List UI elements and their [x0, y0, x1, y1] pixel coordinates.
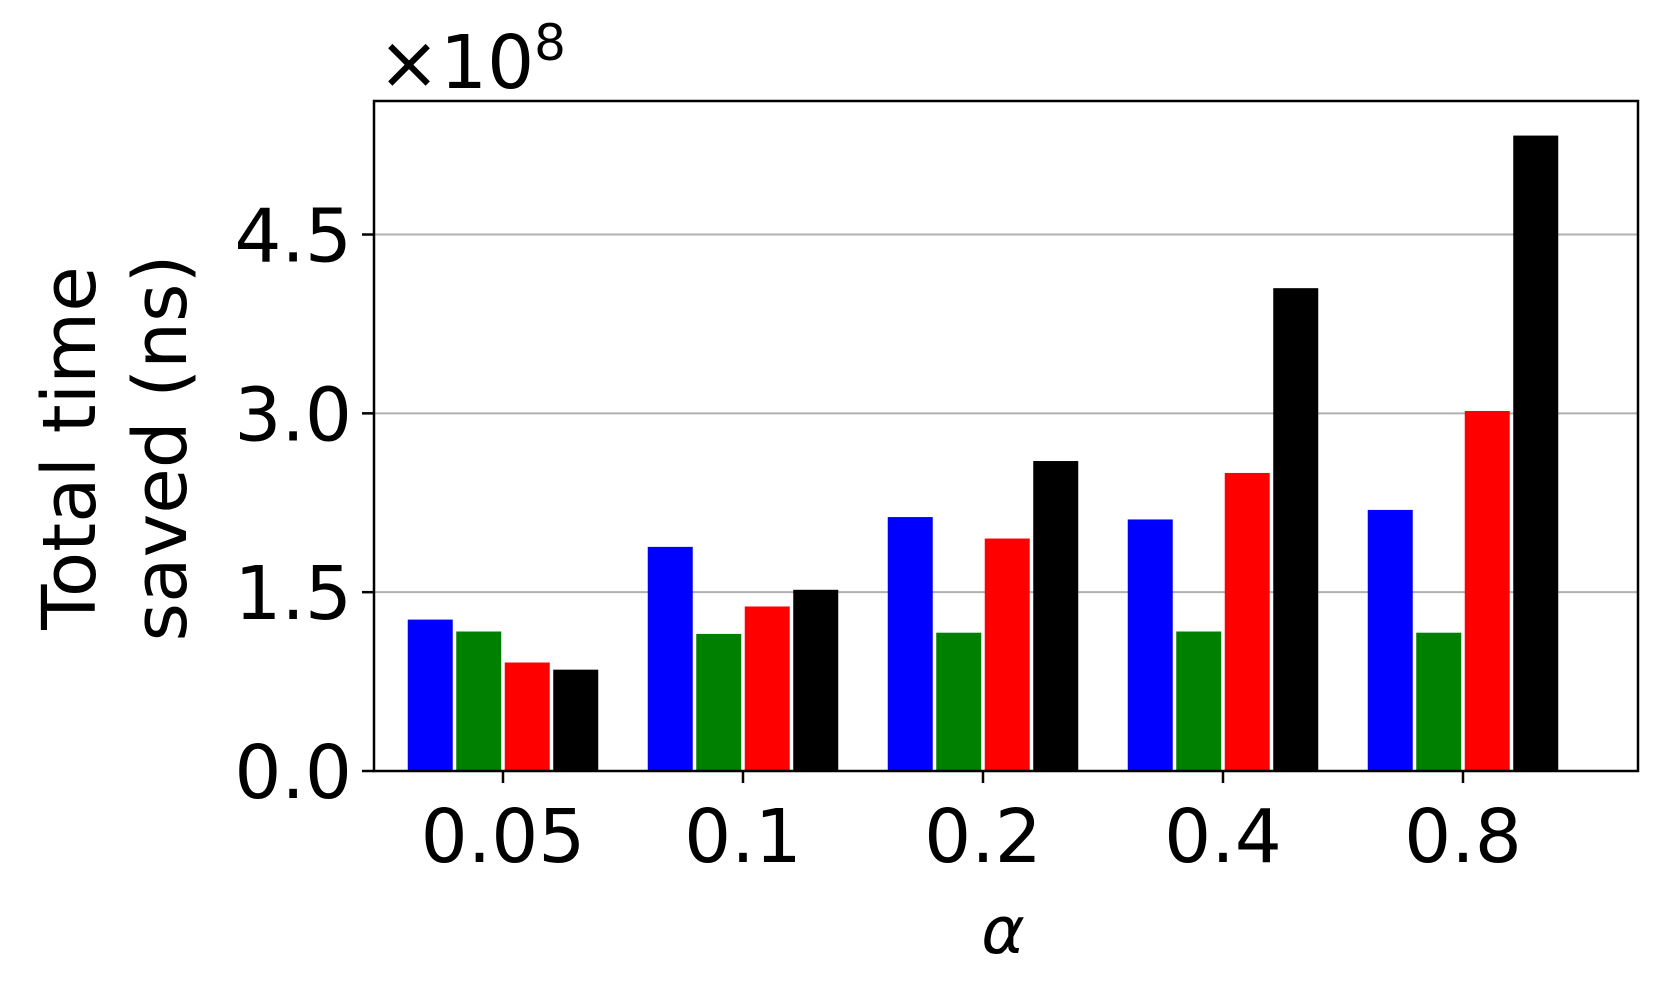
- bar-0.8-series-3: [1513, 135, 1559, 772]
- y-ticks: 0.0 1.5 3.0 4.5: [234, 194, 374, 816]
- x-tick-label: 0.4: [1164, 794, 1282, 880]
- y-axis-label-line-1: Total time: [27, 266, 113, 631]
- y-tick-label: 1.5: [234, 551, 352, 637]
- bar-0.1-series-1: [696, 633, 742, 771]
- bar-0.05-series-1: [456, 631, 502, 771]
- bar-0.2-series-3: [1033, 461, 1079, 771]
- bar-0.1-series-3: [793, 589, 839, 771]
- bar-0.4-series-2: [1224, 472, 1270, 771]
- y-axis-label-line-2: saved (ns): [118, 255, 204, 642]
- plot-frame: [372, 99, 1640, 773]
- bar-0.05-series-2: [504, 662, 550, 771]
- bar-0.8-series-1: [1416, 632, 1462, 771]
- bar-0.2-series-1: [936, 632, 982, 771]
- x-tick-label: 0.1: [684, 794, 802, 880]
- bars: [407, 135, 1559, 772]
- bar-0.05-series-0: [407, 619, 453, 771]
- bar-0.2-series-2: [984, 538, 1030, 771]
- x-tick-label: 0.8: [1404, 794, 1522, 880]
- bar-0.1-series-0: [647, 546, 693, 771]
- y-axis-label: Total time: [27, 266, 113, 631]
- bar-0.05-series-3: [553, 669, 599, 771]
- bar-0.4-series-3: [1273, 288, 1319, 771]
- bar-0.4-series-1: [1176, 631, 1222, 771]
- y-tick-label: 4.5: [234, 194, 352, 280]
- bar-0.4-series-0: [1127, 519, 1173, 771]
- y-offset-label: ×108: [378, 14, 566, 106]
- bar-0.8-series-0: [1367, 509, 1413, 771]
- x-tick-label: 0.2: [924, 794, 1042, 880]
- x-tick-label: 0.05: [421, 794, 586, 880]
- y-tick-label: 0.0: [234, 730, 352, 816]
- bar-0.8-series-2: [1464, 410, 1510, 771]
- y-tick-label: 3.0: [234, 372, 352, 458]
- bar-0.1-series-2: [744, 606, 790, 771]
- y-axis-label-2: saved (ns): [118, 255, 204, 642]
- x-ticks: 0.05 0.1 0.2 0.4 0.8: [421, 771, 1522, 880]
- bar-0.2-series-0: [887, 517, 933, 771]
- x-axis-label: α: [981, 892, 1025, 969]
